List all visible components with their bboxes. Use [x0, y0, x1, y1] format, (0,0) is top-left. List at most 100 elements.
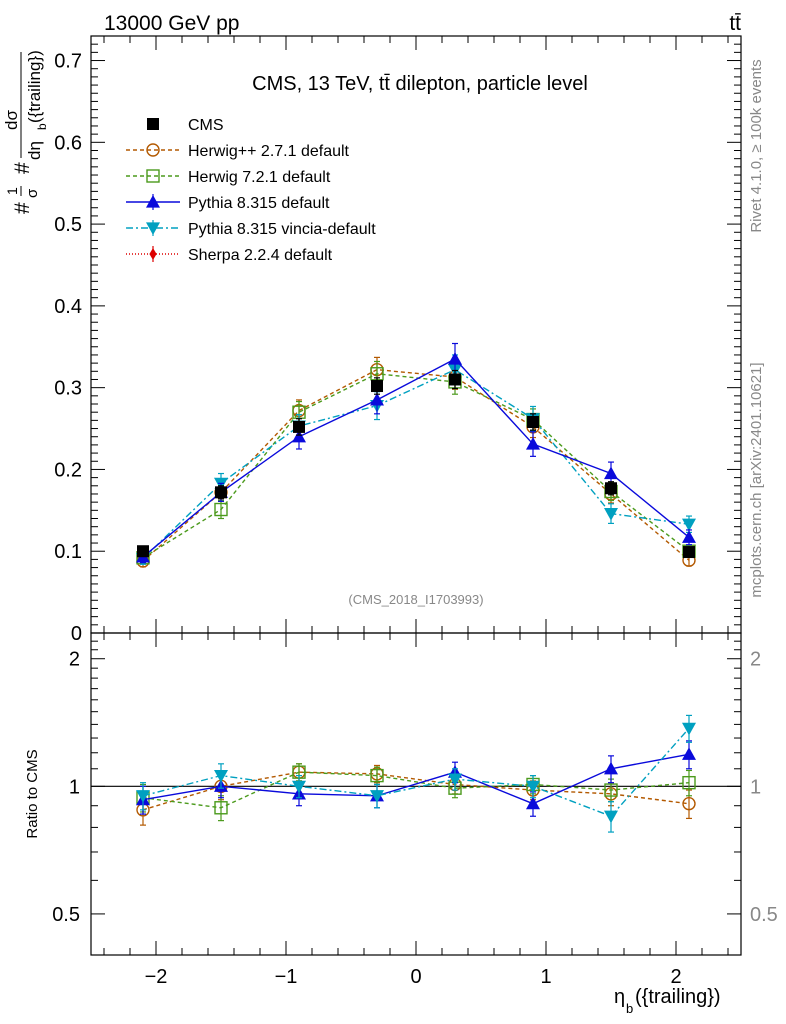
series-line [142, 368, 690, 560]
ratio-series-pythia-8-315-vincia-default [136, 714, 696, 833]
legend-marker [146, 195, 160, 208]
axes-layer: −2 −1 0 1 2 0 0.1 0.2 0.3 0.4 0.5 0.6 0.7 0.5 0.5 1 1 2 2 [52, 35, 778, 988]
y-tick-label: 0 [71, 623, 82, 645]
legend: CMS Herwig++ 2.7.1 default Herwig 7.2.1 de… [126, 117, 376, 264]
legend-marker [146, 143, 160, 157]
x-tick-label: 1 [540, 966, 551, 988]
ratio-line [142, 727, 690, 818]
ratio-data-point [604, 810, 618, 824]
y-tick-label: 0.3 [54, 378, 82, 400]
data-point [682, 530, 696, 543]
legend-item-sherpa-2-2-4-default: Sherpa 2.2.4 default [126, 246, 333, 264]
legend-label: Herwig++ 2.7.1 default [188, 143, 350, 160]
chart-title: CMS, 13 TeV, tt̄ dilepton, particle leve… [252, 73, 588, 95]
ratio-data-point [682, 775, 696, 790]
data-point [526, 437, 540, 450]
x-tick-label: −1 [275, 966, 298, 988]
legend-marker [146, 169, 160, 183]
data-point [292, 429, 306, 443]
legend-label: Pythia 8.315 vincia-default [188, 221, 376, 238]
data-point [604, 508, 618, 521]
data-point [293, 420, 305, 433]
legend-item-herwig-2-7-1-default: Herwig++ 2.7.1 default [126, 143, 350, 160]
y-label-hash: # [11, 202, 34, 214]
series-line [142, 368, 690, 562]
ratio-y-axis-label: Ratio to CMS [24, 749, 41, 838]
x-label-trailing: ({trailing}) [635, 986, 721, 1008]
ratio-data-point [292, 780, 306, 794]
legend-item-herwig-7-2-1-default: Herwig 7.2.1 default [126, 169, 331, 186]
ratio-y-tick-label: 2 [69, 649, 80, 671]
legend-label: Herwig 7.2.1 default [188, 169, 331, 186]
series-line [142, 358, 690, 558]
ratio-data-point [682, 722, 696, 736]
x-label-sub-b: b [626, 1001, 633, 1016]
ratio-y-tick-label-right: 0.5 [750, 904, 778, 926]
ratio-line [142, 771, 690, 811]
x-tick-label: 2 [670, 966, 681, 988]
ratio-data-point [448, 773, 462, 787]
header-energy-label: 13000 GeV pp [104, 12, 239, 35]
y-label-dsigma: dσ [2, 110, 21, 130]
data-point [137, 545, 149, 558]
y-label-one: 1 [4, 187, 20, 195]
legend-marker [149, 248, 157, 260]
series-pythia-8-315-vincia-default [136, 354, 696, 566]
ratio-data-point [604, 761, 618, 775]
ratio-data-point [682, 747, 696, 760]
data-point [683, 546, 695, 559]
ratio-data-point [370, 768, 384, 783]
ratio-data-point [604, 783, 618, 797]
rivet-watermark: Rivet 4.1.0, ≥ 100k events [748, 59, 765, 232]
ratio-data-point [682, 796, 696, 811]
data-point [682, 518, 696, 532]
y-tick-label: 0.2 [54, 459, 82, 481]
ratio-data-point [526, 796, 540, 810]
ratio-line [142, 771, 690, 809]
y-label-hash-2: # [11, 162, 34, 174]
legend-label: Pythia 8.315 default [188, 195, 330, 212]
data-point [370, 392, 384, 406]
legend-label: CMS [188, 117, 224, 134]
x-tick-label: 0 [410, 966, 421, 988]
legend-item-pythia-8-315-default: Pythia 8.315 default [126, 194, 330, 212]
ratio-y-tick-label: 0.5 [52, 904, 80, 926]
ratio-y-tick-label-right: 2 [750, 649, 761, 671]
legend-item-cms: CMS [147, 117, 224, 134]
data-point [605, 482, 617, 495]
data-point [604, 466, 618, 480]
y-label-sub-b: b [35, 123, 49, 130]
mcplots-watermark: mcplots.cern.ch [arXiv:2401.10621] [748, 362, 765, 597]
series-layer [136, 342, 696, 568]
series-line [142, 373, 690, 559]
ratio-panel-frame [90, 632, 742, 956]
y-tick-label: 0.4 [54, 296, 82, 318]
ratio-data-point [214, 801, 228, 815]
ratio-data-point [370, 790, 384, 803]
data-point [448, 352, 462, 365]
y-label-deta: dη [25, 141, 44, 160]
series-cms [137, 369, 695, 559]
series-pythia-8-315-default [136, 342, 696, 564]
ratio-data-point [526, 780, 540, 794]
y-label-trailing: ({trailing}) [25, 50, 44, 123]
data-point [527, 416, 539, 429]
y-tick-label: 0.1 [54, 541, 82, 563]
ratio-data-point [136, 790, 150, 803]
ratio-y-tick-label: 1 [69, 776, 80, 798]
x-axis-label: η b ({trailing}) [614, 986, 721, 1016]
legend-marker [147, 118, 159, 130]
data-point [449, 373, 461, 386]
x-tick-label: −2 [145, 966, 168, 988]
ratio-line [142, 753, 690, 805]
ratio-y-tick-label-right: 1 [750, 776, 761, 798]
y-tick-label: 0.7 [54, 51, 82, 73]
data-point [214, 502, 228, 517]
main-y-axis-label: # 1 σ # dσ dη b ({trailing}) [2, 50, 49, 214]
legend-marker [146, 222, 160, 235]
y-label-sigma: σ [24, 188, 41, 198]
y-tick-label: 0.5 [54, 214, 82, 236]
analysis-label: (CMS_2018_I1703993) [348, 592, 483, 607]
ratio-data-point [214, 769, 228, 783]
